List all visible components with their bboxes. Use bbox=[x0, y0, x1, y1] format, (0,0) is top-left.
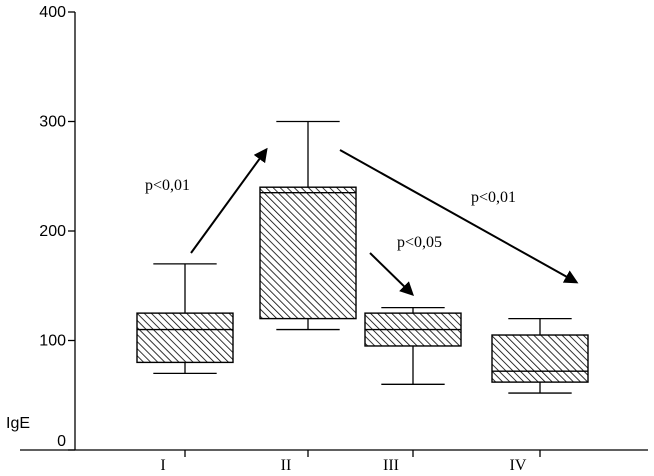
significance-annotation: p<0,05 bbox=[369, 234, 442, 296]
box-III bbox=[364, 306, 462, 385]
p-value-label: p<0,01 bbox=[471, 189, 516, 206]
arrow bbox=[339, 149, 579, 284]
boxes bbox=[136, 120, 589, 394]
y-tick-label: 0 bbox=[57, 433, 66, 450]
y-axis-label: IgE bbox=[6, 415, 30, 432]
y-tick-label: 400 bbox=[39, 4, 66, 21]
y-tick-label: 300 bbox=[39, 114, 66, 131]
significance-annotation: p<0,01 bbox=[145, 147, 268, 254]
box-II bbox=[259, 120, 357, 331]
x-tick-label: I bbox=[160, 457, 165, 474]
x-tick-label: III bbox=[383, 457, 399, 474]
y-tick-label: 200 bbox=[39, 223, 66, 240]
x-tick-label: IV bbox=[510, 457, 527, 474]
x-tick-label: II bbox=[281, 457, 292, 474]
significance-annotation: p<0,01 bbox=[339, 149, 579, 284]
box-IV bbox=[491, 317, 589, 394]
y-tick-label: 100 bbox=[39, 333, 66, 350]
box-body bbox=[259, 186, 357, 320]
box-body bbox=[491, 334, 589, 383]
arrow bbox=[190, 147, 268, 254]
box-I bbox=[136, 263, 234, 375]
box-body bbox=[136, 312, 234, 364]
p-value-label: p<0,01 bbox=[145, 177, 190, 194]
arrow bbox=[369, 252, 415, 296]
annotations: p<0,01 p<0,05 p<0,01 bbox=[145, 147, 579, 296]
p-value-label: p<0,05 bbox=[397, 234, 442, 251]
